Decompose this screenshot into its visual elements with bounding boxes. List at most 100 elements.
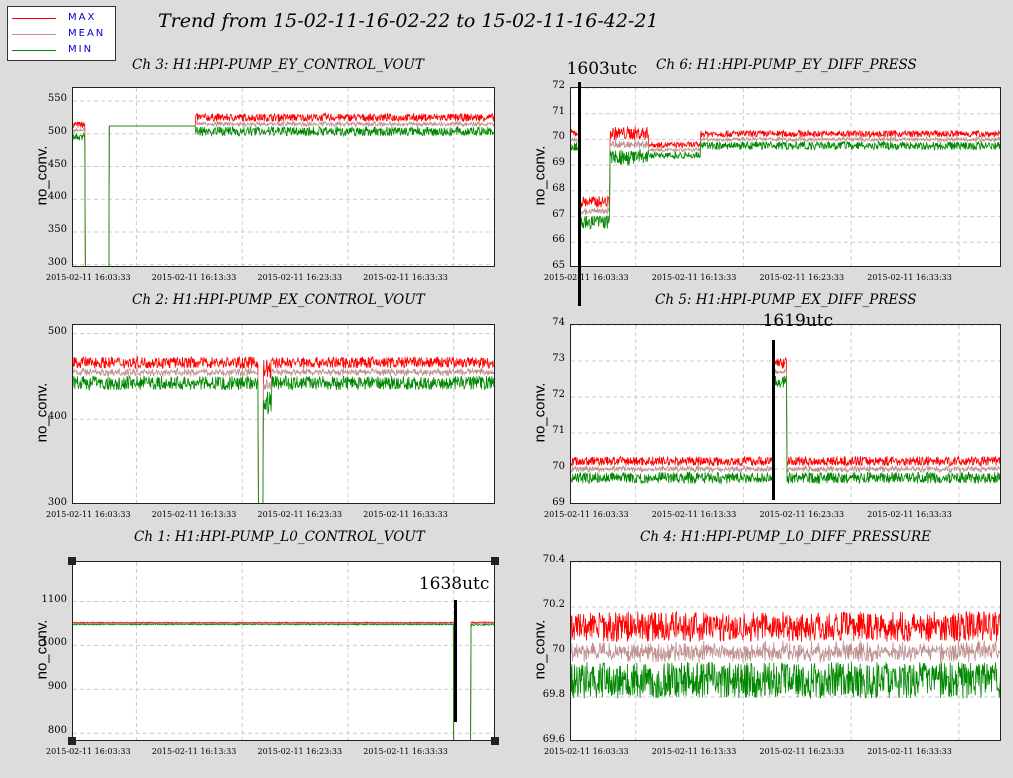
panel-title: Ch 3: H1:HPI-PUMP_EY_CONTROL_VOUT — [132, 57, 424, 73]
x-tick-label: 2015-02-11 16:33:33 — [363, 273, 448, 282]
y-tick-label: 67 — [552, 208, 565, 220]
selection-handle[interactable] — [68, 557, 76, 565]
series-min-line — [73, 125, 494, 266]
legend-swatch — [12, 18, 56, 19]
x-tick-label: 2015-02-11 16:13:33 — [651, 273, 737, 282]
y-tick-label: 70 — [552, 131, 565, 143]
x-tick-label: 2015-02-11 16:23:33 — [257, 510, 343, 519]
event-marker-label: 1603utc — [566, 59, 638, 79]
y-tick-label: 500 — [47, 325, 67, 337]
series-max-line — [571, 356, 1000, 468]
panel-title: Ch 6: H1:HPI-PUMP_EY_DIFF_PRESS — [656, 57, 917, 73]
y-tick-label: 550 — [47, 93, 67, 105]
series-max-line — [73, 620, 494, 740]
x-tick-label: 2015-02-11 16:33:33 — [867, 510, 952, 519]
y-tick-label: 70.2 — [542, 599, 565, 610]
x-tick-label: 2015-02-11 16:13:33 — [651, 510, 737, 519]
selection-handle[interactable] — [491, 737, 499, 745]
series-mean-line — [571, 640, 1000, 664]
x-tick-label: 2015-02-11 16:03:33 — [46, 747, 131, 756]
y-tick-label: 300 — [47, 497, 67, 508]
y-tick-label: 69 — [552, 157, 565, 169]
x-tick-label: 2015-02-11 16:33:33 — [867, 273, 952, 282]
y-tick-label: 1100 — [41, 593, 67, 605]
y-tick-label: 70 — [552, 461, 565, 472]
main-title: Trend from 15-02-11-16-02-22 to 15-02-11… — [158, 10, 659, 32]
x-tick-label: 2015-02-11 16:03:33 — [46, 273, 131, 282]
selection-handle[interactable] — [68, 737, 76, 745]
panel-title: Ch 4: H1:HPI-PUMP_L0_DIFF_PRESSURE — [640, 529, 931, 545]
series-max-line — [73, 355, 494, 503]
y-tick-label: 71 — [552, 425, 565, 436]
series-min-line — [73, 622, 494, 740]
y-tick-label: 71 — [552, 105, 565, 117]
series-min-line — [73, 374, 494, 503]
event-marker-line — [577, 82, 581, 306]
legend-item-mean: MEAN — [12, 28, 112, 42]
y-tick-label: 73 — [552, 353, 565, 364]
panel-title: Ch 5: H1:HPI-PUMP_EX_DIFF_PRESS — [655, 292, 917, 308]
y-tick-label: 74 — [552, 317, 565, 328]
x-tick-label: 2015-02-11 16:23:33 — [759, 510, 845, 519]
trend-plot — [73, 88, 494, 266]
y-tick-label: 800 — [47, 725, 67, 737]
y-tick-label: 500 — [47, 125, 67, 137]
series-mean-line — [73, 367, 494, 503]
y-tick-label: 72 — [552, 80, 565, 91]
event-marker-label: 1638utc — [418, 574, 490, 594]
y-tick-label: 69 — [552, 497, 565, 508]
x-tick-label: 2015-02-11 16:23:33 — [759, 273, 845, 282]
plot-area[interactable] — [570, 561, 1001, 741]
plot-area[interactable] — [570, 324, 1001, 504]
y-tick-label: 900 — [47, 681, 67, 693]
legend-swatch — [12, 50, 56, 51]
x-tick-label: 2015-02-11 16:13:33 — [651, 747, 737, 756]
y-tick-label: 1000 — [41, 637, 67, 649]
series-min-line — [571, 140, 1000, 230]
event-marker-label: 1619utc — [762, 311, 834, 331]
x-tick-label: 2015-02-11 16:33:33 — [867, 747, 952, 756]
series-mean-line — [73, 622, 494, 740]
x-tick-label: 2015-02-11 16:13:33 — [151, 273, 237, 282]
x-tick-label: 2015-02-11 16:03:33 — [544, 747, 629, 756]
y-tick-label: 450 — [47, 158, 67, 170]
y-tick-label: 72 — [552, 389, 565, 400]
plot-area[interactable] — [72, 561, 495, 741]
series-min-line — [571, 375, 1000, 485]
y-tick-label: 70.4 — [542, 554, 565, 565]
plot-area[interactable] — [72, 87, 495, 267]
legend-label: MAX — [68, 12, 97, 23]
legend: MAX MEAN MIN — [7, 6, 116, 61]
legend-item-min: MIN — [12, 44, 112, 58]
legend-label: MIN — [68, 44, 94, 55]
trend-plot — [571, 88, 1000, 266]
y-tick-label: 400 — [47, 191, 67, 203]
event-marker-line — [771, 340, 775, 500]
y-tick-label: 350 — [47, 224, 67, 235]
plot-area[interactable] — [570, 87, 1001, 267]
y-tick-label: 300 — [47, 256, 67, 268]
y-tick-label: 69.6 — [542, 734, 565, 745]
y-tick-label: 68 — [552, 182, 565, 194]
plot-area[interactable] — [72, 324, 495, 504]
series-mean-line — [571, 135, 1000, 216]
y-tick-label: 69.8 — [542, 689, 565, 700]
x-tick-label: 2015-02-11 16:03:33 — [544, 510, 629, 519]
x-tick-label: 2015-02-11 16:33:33 — [363, 747, 448, 756]
y-tick-label: 65 — [552, 260, 565, 271]
series-mean-line — [571, 368, 1000, 474]
trend-plot — [571, 562, 1000, 740]
series-max-line — [571, 610, 1000, 643]
x-tick-label: 2015-02-11 16:13:33 — [151, 510, 237, 519]
series-max-line — [571, 125, 1000, 208]
x-tick-label: 2015-02-11 16:23:33 — [257, 747, 343, 756]
panel-title: Ch 1: H1:HPI-PUMP_L0_CONTROL_VOUT — [134, 529, 425, 545]
selection-handle[interactable] — [491, 557, 499, 565]
x-tick-label: 2015-02-11 16:33:33 — [363, 510, 448, 519]
x-tick-label: 2015-02-11 16:23:33 — [257, 273, 343, 282]
panel-title: Ch 2: H1:HPI-PUMP_EX_CONTROL_VOUT — [132, 292, 425, 308]
y-axis-label: no_conv. — [531, 145, 549, 206]
event-marker-line — [453, 600, 457, 722]
series-min-line — [571, 661, 1000, 699]
x-tick-label: 2015-02-11 16:03:33 — [544, 273, 629, 282]
